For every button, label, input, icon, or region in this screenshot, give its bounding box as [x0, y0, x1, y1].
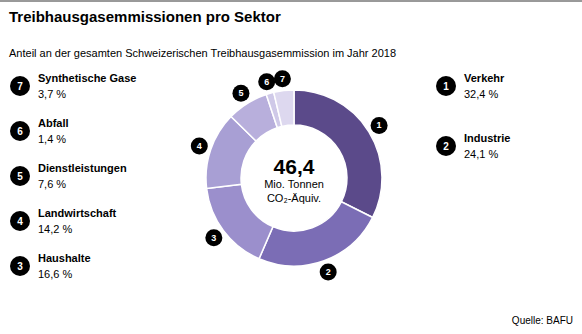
badge-label: 4 — [197, 141, 202, 151]
legend-badge-label: 4 — [17, 216, 23, 227]
badge: 5 — [232, 85, 249, 102]
badge-circle — [320, 263, 337, 280]
badge-circle — [205, 229, 222, 246]
badge-circle — [371, 117, 388, 134]
legend-value: 24,1 % — [464, 148, 498, 160]
legend-badge — [10, 166, 30, 186]
top-border — [0, 1, 582, 2]
legend-label: Abfall — [38, 117, 69, 129]
title: Treibhausgasemmissionen pro Sektor — [9, 8, 281, 25]
legend-item: 4 Landwirtschaft 14,2 % — [10, 207, 117, 235]
badge: 2 — [320, 263, 337, 280]
badge: 4 — [191, 137, 208, 154]
legend-item: 2 Industrie 24,1 % — [436, 132, 510, 160]
badge-label: 5 — [238, 88, 243, 98]
center-text: 46,4 — [274, 155, 315, 178]
legend-badge — [10, 121, 30, 141]
legend-value: 32,4 % — [464, 88, 498, 100]
badge: 7 — [274, 70, 291, 87]
badge-circle — [232, 85, 249, 102]
legend-label: Haushalte — [38, 252, 91, 264]
legend-badge — [436, 136, 456, 156]
legend-badge-label: 2 — [443, 141, 449, 152]
legend-value: 16,6 % — [38, 268, 72, 280]
legend-label: Verkehr — [464, 72, 505, 84]
badge: 1 — [371, 117, 388, 134]
badge-label: 7 — [280, 74, 285, 84]
legend-item: 3 Haushalte 16,6 % — [10, 252, 91, 280]
badge-label: 1 — [377, 120, 382, 130]
legend-value: 7,6 % — [38, 178, 66, 190]
center-text: Mio. Tonnen — [264, 178, 324, 190]
badge: 3 — [205, 229, 222, 246]
slice — [259, 202, 373, 266]
subtitle: Anteil an der gesamten Schweizerischen T… — [9, 47, 396, 59]
legend-label: Dienstleistungen — [38, 162, 127, 174]
legend-value: 1,4 % — [38, 133, 66, 145]
badge: 6 — [258, 73, 275, 90]
badge-circle — [191, 137, 208, 154]
legend-item: 1 Verkehr 32,4 % — [436, 72, 505, 100]
legend-item: 7 Synthetische Gase 3,7 % — [10, 72, 136, 100]
badge-label: 3 — [211, 233, 216, 243]
legend-label: Synthetische Gase — [38, 72, 136, 84]
badge-label: 6 — [264, 77, 269, 87]
legend-item: 6 Abfall 1,4 % — [10, 117, 69, 145]
legend-badge-label: 3 — [17, 261, 23, 272]
badge-circle — [258, 73, 275, 90]
legend-badge-label: 5 — [17, 171, 23, 182]
source: Quelle: BAFU — [512, 315, 573, 326]
legend-badge-label: 1 — [443, 81, 449, 92]
legend-badge — [436, 76, 456, 96]
legend-badge — [10, 211, 30, 231]
slice — [207, 184, 273, 258]
chart: Treibhausgasemmissionen pro Sektor Anteil… — [0, 0, 582, 334]
legend-value: 3,7 % — [38, 88, 66, 100]
donut: 46,4Mio. Tonnen CO₂-Äquiv. 1 2 3 4 5 6 7 — [191, 70, 388, 280]
legend-item: 5 Dienstleistungen 7,6 % — [10, 162, 127, 190]
slice — [274, 90, 294, 126]
badge-label: 2 — [326, 267, 331, 277]
legend-value: 14,2 % — [38, 223, 72, 235]
legend-label: Landwirtschaft — [38, 207, 117, 219]
center-text: CO₂-Äquiv. — [267, 192, 321, 204]
legend-badge — [10, 256, 30, 276]
legend-badge-label: 7 — [17, 81, 23, 92]
legend-badge-label: 6 — [17, 126, 23, 137]
legend-label: Industrie — [464, 132, 510, 144]
badge-circle — [274, 70, 291, 87]
legend-badge — [10, 76, 30, 96]
